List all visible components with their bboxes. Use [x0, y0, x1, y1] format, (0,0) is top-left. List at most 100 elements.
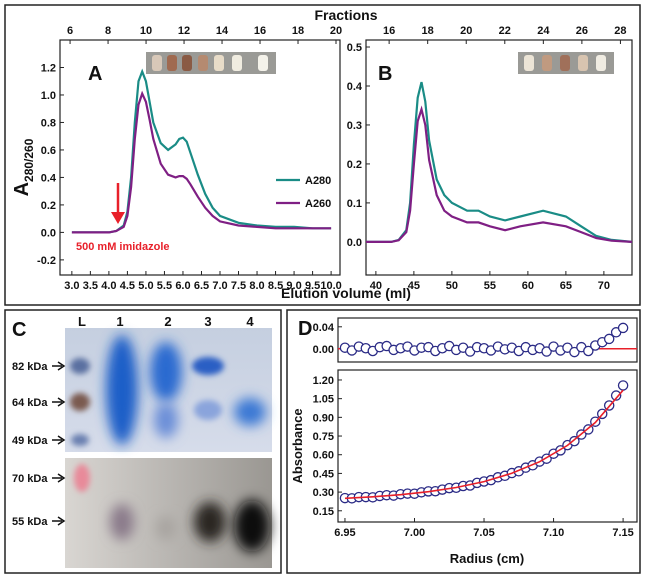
x-tick-label: 6.5: [194, 280, 209, 292]
lane-label: 3: [204, 314, 211, 329]
x2-tick-label: 16: [383, 25, 395, 37]
marker-label: 82 kDa: [12, 361, 48, 373]
marker-arrowhead: [57, 397, 66, 407]
data-point: [617, 380, 629, 391]
y-tick-label: 0.75: [313, 431, 334, 443]
y-tick-label: 0.6: [41, 145, 56, 157]
x-tick-label: 3.5: [83, 280, 98, 292]
x-tick-label: 8.0: [249, 280, 264, 292]
series-line: [71, 90, 332, 234]
lane-label: 1: [116, 314, 123, 329]
fit-line: [344, 389, 624, 500]
tube-photo: [146, 52, 276, 74]
x-tick-label: 5.0: [138, 280, 153, 292]
data-point: [603, 333, 615, 345]
x2-tick-label: 18: [292, 25, 304, 37]
x-tick-label: 3.0: [64, 280, 79, 292]
marker-label: 55 kDa: [12, 516, 48, 528]
legend-label: A280: [305, 175, 331, 187]
y-tick-label: 0.30: [313, 487, 334, 499]
x-tick-label: 60: [522, 280, 534, 292]
data-point: [583, 345, 594, 357]
data-point: [569, 346, 580, 358]
x2-tick-label: 24: [537, 25, 550, 37]
x2-tick-label: 20: [460, 25, 472, 37]
x-axis-label: Radius (cm): [450, 551, 524, 566]
x2-tick-label: 8: [105, 25, 111, 37]
x-tick-label: 70: [598, 280, 610, 292]
marker-arrowhead: [57, 361, 66, 371]
y-axis-label-sub: 280/260: [22, 138, 36, 182]
y-tick-label: 0.45: [313, 468, 334, 480]
y-tick-label: 0.5: [347, 42, 362, 54]
panel-label: B: [378, 63, 392, 85]
y-axis-label: A280/260: [11, 138, 36, 196]
y-tick-label: 0.90: [313, 412, 334, 424]
panel-box: [4, 4, 641, 306]
x-tick-label: 8.5: [268, 280, 283, 292]
x2-tick-label: 12: [178, 25, 190, 37]
data-point: [610, 390, 622, 401]
series-line: [71, 68, 332, 234]
x-tick-label: 4.0: [101, 280, 116, 292]
y-tick-label: 0.0: [41, 227, 56, 239]
x-tick-label: 10.0: [320, 280, 341, 292]
x2-tick-label: 14: [216, 25, 229, 37]
x-tick-label: 65: [560, 280, 572, 292]
x2-tick-label: 18: [422, 25, 434, 37]
y-tick-label: 0.8: [41, 117, 56, 129]
panel-box: [286, 309, 641, 574]
x-tick-label: 6.95: [334, 527, 355, 539]
x-axis-label: Elution volume (ml): [281, 285, 411, 301]
y-tick-label: 0.00: [313, 344, 334, 356]
lane-label: 4: [246, 314, 254, 329]
x2-tick-label: 28: [614, 25, 626, 37]
plot-frame: [365, 39, 633, 276]
legend-label: A260: [305, 198, 331, 210]
y-tick-label: 1.20: [313, 375, 334, 387]
x-tick-label: 9.5: [305, 280, 320, 292]
x-tick-label: 4.5: [120, 280, 135, 292]
lane-label: 2: [164, 314, 171, 329]
x-tick-label: 9.0: [286, 280, 301, 292]
panel-label: C: [12, 319, 26, 341]
panel-label: A: [88, 63, 102, 85]
data-point: [617, 322, 629, 334]
x-tick-label: 45: [408, 280, 420, 292]
marker-label: 70 kDa: [12, 473, 48, 485]
x2-tick-label: 10: [140, 25, 152, 37]
y-tick-label: -0.2: [37, 255, 56, 267]
x2-tick-label: 26: [576, 25, 588, 37]
x2-tick-label: 22: [499, 25, 511, 37]
y-axis-label: Absorbance: [290, 408, 305, 483]
gel-image: [65, 328, 272, 568]
series-line: [366, 81, 633, 243]
plot-frame: [337, 317, 638, 363]
plot-frame: [59, 39, 341, 276]
x-tick-label: 7.10: [543, 527, 564, 539]
y-tick-label: 0.04: [313, 322, 335, 334]
x-tick-label: 50: [446, 280, 458, 292]
y-tick-label: 1.2: [41, 62, 56, 74]
y-tick-label: 0.2: [347, 159, 362, 171]
x-tick-label: 7.5: [231, 280, 246, 292]
x-tick-label: 55: [484, 280, 496, 292]
x-tick-label: 40: [370, 280, 382, 292]
x-tick-label: 5.5: [157, 280, 172, 292]
x-tick-label: 6.0: [175, 280, 190, 292]
x2-axis-label: Fractions: [314, 7, 377, 23]
y-tick-label: 0.15: [313, 506, 334, 518]
x2-tick-label: 16: [254, 25, 266, 37]
y-tick-label: 0.60: [313, 450, 334, 462]
panel-label: D: [298, 318, 312, 340]
y-tick-label: 1.05: [313, 394, 334, 406]
marker-arrowhead: [57, 473, 66, 483]
panel-box: [4, 309, 282, 574]
marker-label: 64 kDa: [12, 397, 48, 409]
series-line: [366, 105, 633, 243]
plot-frame: [337, 369, 638, 523]
data-point: [541, 346, 552, 357]
y-tick-label: 0.4: [347, 81, 363, 93]
